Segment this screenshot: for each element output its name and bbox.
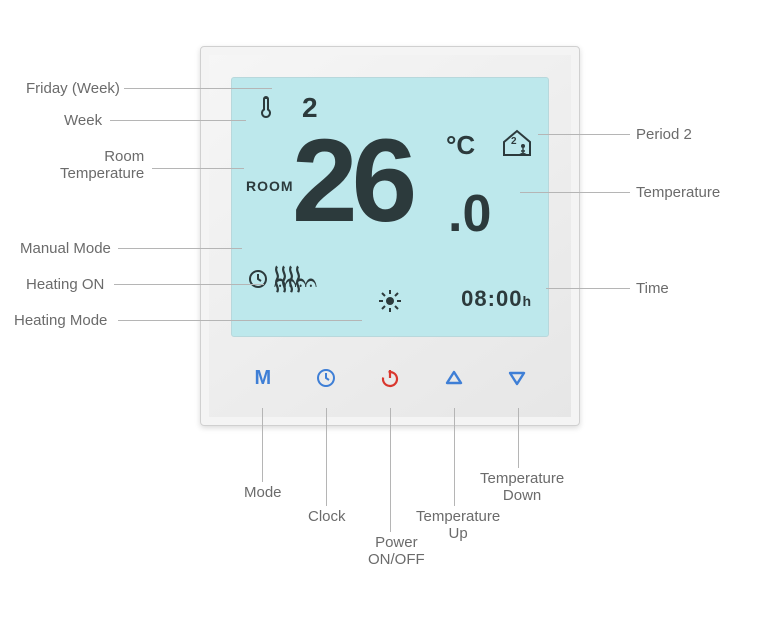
sun-icon — [378, 289, 402, 318]
callout-line — [518, 408, 519, 468]
callout-room-temperature: Room Temperature — [60, 148, 144, 182]
callout-line — [118, 248, 242, 249]
mode-button[interactable]: M — [248, 363, 278, 393]
room-label: ROOM — [246, 178, 294, 194]
callout-time: Time — [636, 280, 669, 297]
callout-line — [326, 408, 327, 506]
time-display: 08:00h — [461, 286, 532, 312]
heating-icon-alt — [274, 264, 304, 300]
clock-button[interactable] — [311, 363, 341, 393]
temperature-unit: °C — [446, 130, 475, 161]
thermometer-icon — [258, 94, 274, 126]
temperature-whole: 26 — [292, 122, 411, 240]
time-value: 08:00 — [461, 286, 522, 311]
callout-line — [118, 320, 362, 321]
callout-line — [454, 408, 455, 506]
callout-line — [110, 120, 246, 121]
callout-line — [114, 284, 264, 285]
callout-line — [546, 288, 630, 289]
power-button[interactable] — [375, 363, 405, 393]
callout-heating-on: Heating ON — [26, 276, 104, 293]
callout-week: Week — [64, 112, 102, 129]
callout-period-2: Period 2 — [636, 126, 692, 143]
callout-line — [152, 168, 244, 169]
callout-clock: Clock — [308, 508, 346, 525]
thermostat-device: 2 ROOM 26 .0 °C 2 𝄐𝄐𝄐𝄐 — [200, 46, 580, 426]
callout-manual-mode: Manual Mode — [20, 240, 111, 257]
temperature-decimal: .0 — [448, 188, 491, 240]
time-suffix: h — [522, 293, 532, 309]
temp-down-button[interactable] — [502, 363, 532, 393]
callout-line — [520, 192, 630, 193]
callout-mode: Mode — [244, 484, 282, 501]
callout-line — [390, 408, 391, 532]
callout-line — [538, 134, 630, 135]
temp-up-button[interactable] — [439, 363, 469, 393]
period-number: 2 — [511, 136, 517, 147]
callout-line — [262, 408, 263, 482]
period-icon: 2 — [500, 128, 534, 158]
callout-line — [124, 88, 272, 89]
callout-temperature: Temperature — [636, 184, 720, 201]
lcd-screen: 2 ROOM 26 .0 °C 2 𝄐𝄐𝄐𝄐 — [231, 77, 549, 337]
callout-temp-down: Temperature Down — [480, 470, 564, 504]
callout-temp-up: Temperature Up — [416, 508, 500, 542]
clock-icon — [248, 269, 268, 294]
callout-heating-mode: Heating Mode — [14, 312, 107, 329]
button-row: M — [231, 355, 549, 401]
callout-friday-week: Friday (Week) — [26, 80, 120, 97]
